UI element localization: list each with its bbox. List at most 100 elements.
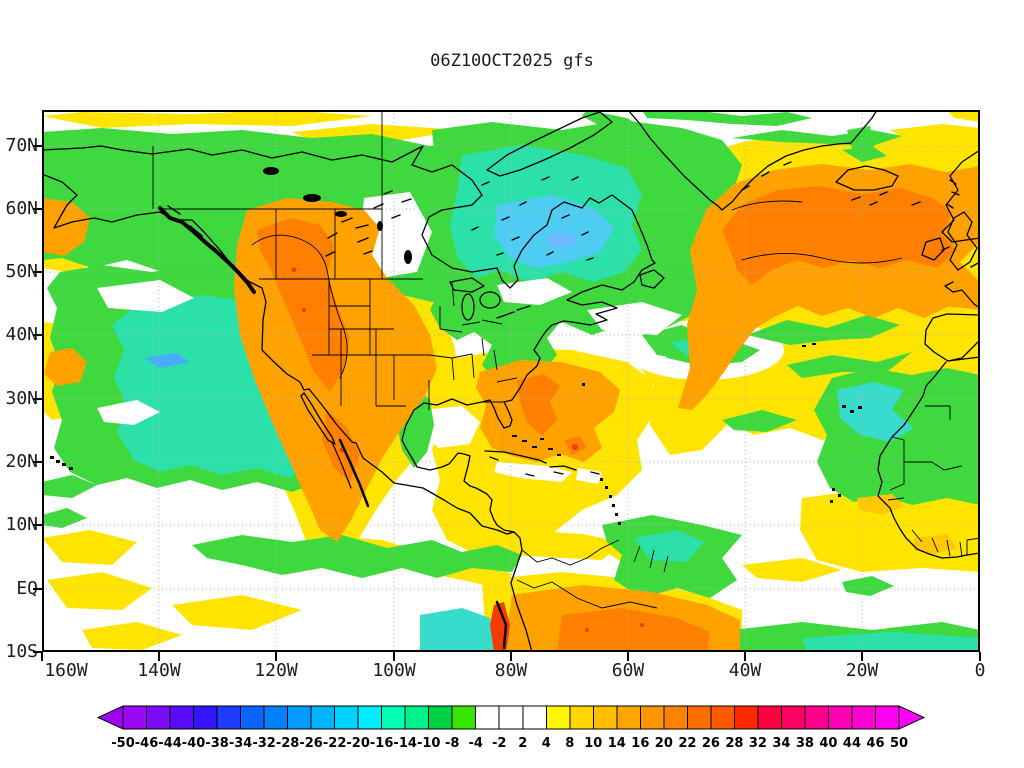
- colorbar-tick-label: -34: [229, 736, 253, 751]
- colorbar-tick-label: -38: [205, 736, 229, 751]
- colorbar-tick-label: -40: [182, 736, 206, 751]
- colorbar-tick-label: 38: [796, 736, 814, 751]
- map-plot-area: [42, 110, 980, 652]
- lat-tick-label: 10N: [5, 514, 38, 535]
- colorbar: -50 -46 -44 -40 -38 -34 -32 -28 -26 -22 -20 -16 -14-…: [96, 705, 926, 751]
- lon-tick-label: 80W: [494, 660, 528, 681]
- colorbar-right-arrow: [898, 705, 926, 730]
- lon-tick-mark: [627, 652, 629, 661]
- colorbar-box: [334, 705, 359, 730]
- lon-tick-mark: [744, 652, 746, 661]
- colorbar-box: [545, 705, 571, 730]
- colorbar-box: [193, 705, 218, 730]
- colorbar-box: [639, 705, 665, 730]
- colorbar-box: [733, 705, 759, 730]
- lon-tick-label: 160W: [44, 660, 88, 681]
- shading-teal-cyan: [420, 382, 914, 652]
- colorbar-tick-label: 8: [565, 736, 574, 751]
- colorbar-tick-label: 20: [655, 736, 673, 751]
- colorbar-tick-label: 50: [890, 736, 908, 751]
- colorbar-box: [357, 705, 383, 730]
- lat-tick-label: 50N: [5, 261, 38, 282]
- colorbar-tick-label: 2: [518, 736, 527, 751]
- colorbar-box: [404, 705, 430, 730]
- colorbar-tick-label: -16: [370, 736, 394, 751]
- lat-tick-mark: [33, 271, 42, 273]
- colorbar-tick-label: 10: [584, 736, 602, 751]
- lakes-islands-terrain: [50, 167, 862, 525]
- colorbar-box: [240, 705, 265, 730]
- lat-tick-mark: [33, 145, 42, 147]
- colorbar-tick-label: 16: [631, 736, 649, 751]
- lon-tick-label: 20W: [845, 660, 879, 681]
- colorbar-tick-label: 26: [702, 736, 720, 751]
- lat-tick-label: 30N: [5, 388, 38, 409]
- colorbar-box: [428, 705, 453, 730]
- colorbar-tick-label: -20: [346, 736, 370, 751]
- colorbar-box: [451, 705, 477, 730]
- colorbar-box: [475, 705, 500, 730]
- colorbar-box: [569, 705, 594, 730]
- lat-tick-mark: [33, 208, 42, 210]
- colorbar-box: [216, 705, 242, 730]
- colorbar-tick-label: -2: [492, 736, 506, 751]
- lon-tick-mark: [393, 652, 395, 661]
- colorbar-box: [663, 705, 688, 730]
- lon-tick-label: 100W: [372, 660, 416, 681]
- colorbar-tick-label: -8: [445, 736, 459, 751]
- colorbar-box: [757, 705, 782, 730]
- colorbar-tick-label: -14: [393, 736, 417, 751]
- colorbar-box: [498, 705, 524, 730]
- map-border: [42, 110, 980, 652]
- lat-tick-mark: [33, 398, 42, 400]
- colorbar-tick-label: -32: [252, 736, 276, 751]
- colorbar-tick-label: -44: [158, 736, 182, 751]
- lat-tick-label: 60N: [5, 198, 38, 219]
- lat-tick-mark: [33, 588, 42, 590]
- lat-tick-label: 10S: [5, 641, 38, 662]
- colorbar-tick-label: 32: [749, 736, 767, 751]
- map-canvas: [42, 110, 980, 652]
- colorbar-left-arrow: [96, 705, 124, 730]
- lat-tick-mark: [33, 651, 42, 653]
- colorbar-box: [146, 705, 171, 730]
- colorbar-tick-label: -46: [135, 736, 159, 751]
- colorbar-tick-label: 40: [819, 736, 837, 751]
- colorbar-tick-label: 44: [843, 736, 861, 751]
- lat-tick-label: 40N: [5, 324, 38, 345]
- colorbar-box: [780, 705, 806, 730]
- colorbar-box: [522, 705, 547, 730]
- title-line-1: 06Z10OCT2025 gfs: [430, 51, 594, 71]
- lon-tick-mark: [861, 652, 863, 661]
- coastlines: [42, 110, 980, 652]
- lat-tick-mark: [33, 524, 42, 526]
- colorbar-box: [851, 705, 876, 730]
- colorbar-box: [710, 705, 735, 730]
- lat-tick-mark: [33, 461, 42, 463]
- colorbar-box: [827, 705, 853, 730]
- lon-tick-mark: [510, 652, 512, 661]
- lon-tick-label: 140W: [137, 660, 181, 681]
- colorbar-box: [122, 705, 148, 730]
- lat-tick-mark: [33, 334, 42, 336]
- colorbar-tick-label: -50: [111, 736, 135, 751]
- colorbar-tick-label: -26: [299, 736, 323, 751]
- colorbar-tick-label: 4: [542, 736, 551, 751]
- gridlines: [42, 110, 980, 652]
- shading-gold: [857, 494, 957, 555]
- colorbar-tick-label: -28: [276, 736, 300, 751]
- colorbar-tick-label: 46: [866, 736, 884, 751]
- colorbar-box: [263, 705, 289, 730]
- shading-cyan: [144, 195, 614, 368]
- colorbar-box: [686, 705, 712, 730]
- lat-tick-label: 70N: [5, 135, 38, 156]
- colorbar-box: [592, 705, 618, 730]
- colorbar-tick-label: 28: [725, 736, 743, 751]
- colorbar-box: [874, 705, 900, 730]
- colorbar-tick-label: -22: [323, 736, 347, 751]
- colorbar-tick-label: 14: [608, 736, 626, 751]
- colorbar-box: [310, 705, 336, 730]
- colorbar-box: [616, 705, 641, 730]
- colorbar-tick-label: 22: [678, 736, 696, 751]
